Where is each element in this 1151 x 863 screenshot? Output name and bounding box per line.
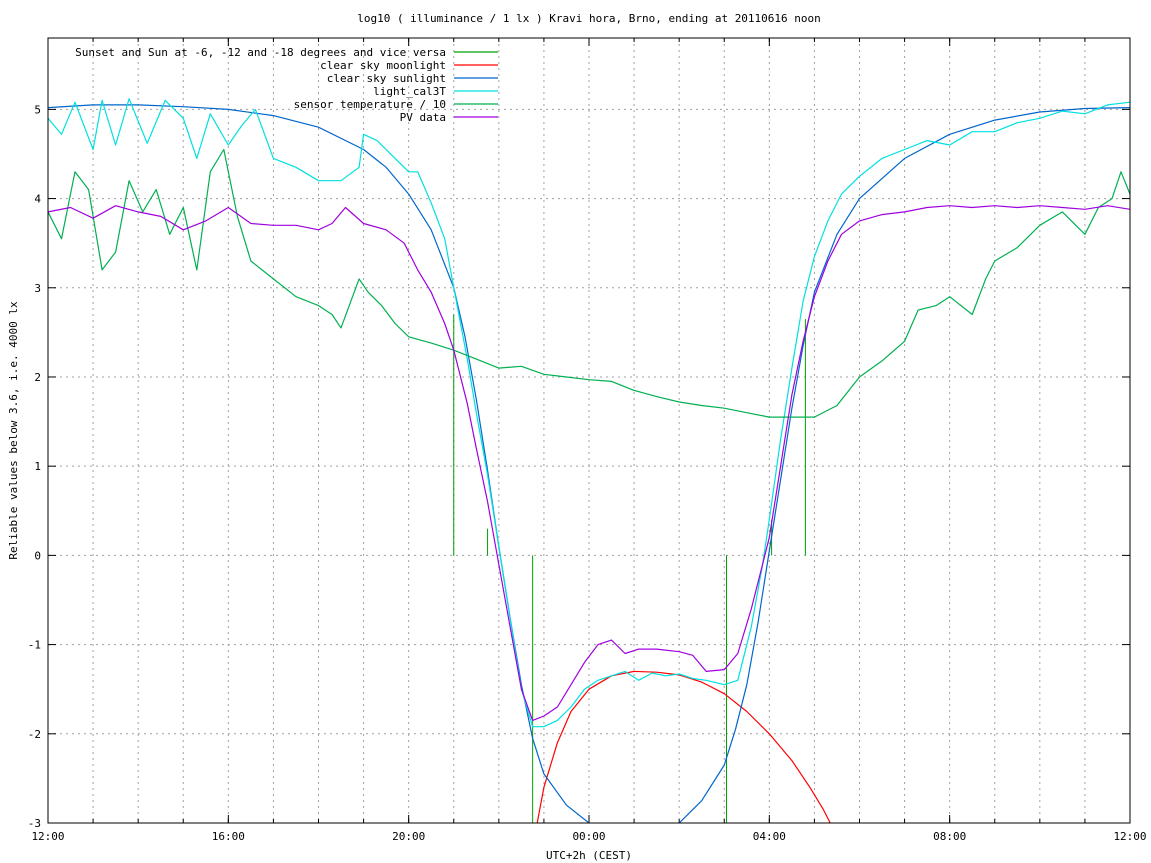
x-tick-label: 04:00 (753, 830, 786, 843)
x-axis: 12:00 16:00 20:00 00:00 04:00 08:00 12:00 (31, 38, 1147, 843)
y-tick-label: 1 (34, 460, 41, 473)
x-tick-label: 16:00 (212, 830, 245, 843)
legend: Sunset and Sun at -6, -12 and -18 degree… (75, 46, 498, 124)
y-axis-label: Reliable values below 3.6, i.e. 4000 lx (7, 301, 20, 560)
series-1-line (536, 670, 831, 823)
y-tick-label: 0 (34, 549, 41, 562)
x-tick-label: 00:00 (572, 830, 605, 843)
chart-title: log10 ( illuminance / 1 lx ) Kravi hora,… (357, 12, 821, 25)
legend-label: light_cal3T (373, 85, 446, 98)
series-2-line (48, 104, 1130, 823)
legend-label: clear sky moonlight (320, 59, 446, 72)
legend-label: clear sky sunlight (327, 72, 446, 85)
series-3-line (48, 98, 1130, 728)
x-tick-label: 12:00 (1113, 830, 1146, 843)
y-tick-label: 3 (34, 282, 41, 295)
series-5-line (48, 205, 1130, 721)
y-tick-label: 4 (34, 193, 41, 206)
x-tick-label: 08:00 (933, 830, 966, 843)
series-4-line (48, 148, 1130, 418)
y-tick-label: -3 (28, 817, 41, 830)
grid (48, 38, 1130, 823)
y-axis: 5 4 3 2 1 0 -1 -2 -3 (28, 103, 1130, 830)
y-tick-label: 5 (34, 103, 41, 116)
legend-label: sensor temperature / 10 (294, 98, 446, 111)
y-tick-label: -2 (28, 728, 41, 741)
x-tick-label: 20:00 (392, 830, 425, 843)
y-tick-label: 2 (34, 371, 41, 384)
y-tick-label: -1 (28, 639, 41, 652)
legend-label: PV data (400, 111, 446, 124)
x-tick-label: 12:00 (31, 830, 64, 843)
legend-label: Sunset and Sun at -6, -12 and -18 degree… (75, 46, 446, 59)
x-axis-label: UTC+2h (CEST) (546, 849, 632, 862)
plot-frame (47, 37, 1131, 824)
series-layer (48, 98, 1130, 823)
